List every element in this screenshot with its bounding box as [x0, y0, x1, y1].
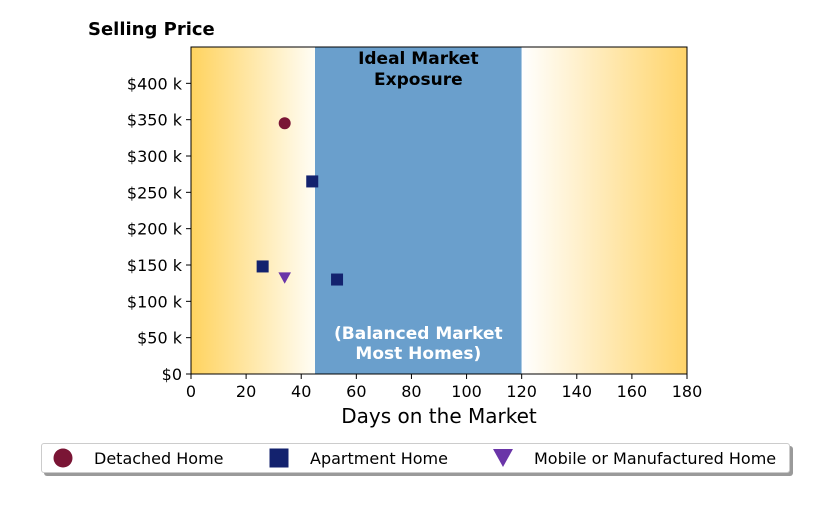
- data-point-triangle-down: [278, 272, 291, 284]
- x-tick-label: 100: [451, 382, 482, 401]
- y-axis: $0 $50 k $100 k $150 k $200 k $250 k $300 k $35…: [127, 74, 191, 384]
- legend-marker-square-icon: [269, 448, 289, 468]
- x-tick-label: 40: [291, 382, 311, 401]
- legend: Detached Home Apartment Home Mobile or Man…: [41, 443, 790, 473]
- y-tick-label: $350 k: [127, 111, 183, 130]
- x-tick-label: 20: [236, 382, 256, 401]
- legend-label: Mobile or Manufactured Home: [534, 448, 777, 468]
- x-tick-label: 180: [672, 382, 703, 401]
- legend-marker: [53, 448, 73, 468]
- y-tick-label: $0: [162, 365, 182, 384]
- x-tick-label: 0: [186, 382, 196, 401]
- y-axis-title: Selling Price: [88, 19, 215, 40]
- ideal-market-label: Ideal Market Exposure: [358, 49, 479, 90]
- legend-marker-triangle-down-icon: [493, 448, 513, 468]
- data-point-circle: [278, 117, 291, 130]
- legend-item: Apartment Home: [268, 447, 448, 469]
- y-tick-label: $150 k: [127, 256, 183, 275]
- y-tick-label: $50 k: [137, 329, 183, 348]
- data-point-square: [306, 175, 319, 188]
- legend-label: Detached Home: [94, 448, 224, 468]
- data-points: [256, 117, 344, 286]
- x-axis-title: Days on the Market: [341, 404, 537, 428]
- legend-marker: [269, 448, 289, 468]
- data-point-square: [256, 260, 269, 273]
- y-tick-label: $300 k: [127, 147, 183, 166]
- y-tick-label: $400 k: [127, 74, 183, 93]
- x-tick-label: 60: [346, 382, 366, 401]
- x-tick-label: 80: [401, 382, 421, 401]
- x-tick-label: 120: [506, 382, 537, 401]
- balanced-market-label: (Balanced Market Most Homes): [334, 324, 503, 364]
- y-tick-label: $250 k: [127, 183, 183, 202]
- x-tick-label: 160: [617, 382, 648, 401]
- legend-item: Detached Home: [52, 447, 224, 469]
- legend-label: Apartment Home: [310, 448, 448, 468]
- legend-item: Mobile or Manufactured Home: [492, 447, 776, 469]
- legend-marker: [493, 448, 513, 468]
- y-tick-label: $100 k: [127, 292, 183, 311]
- data-point-square: [331, 273, 344, 286]
- band-annotations: Ideal Market Exposure (Balanced Market Most…: [334, 49, 503, 364]
- legend-marker-circle-icon: [53, 448, 73, 468]
- plot-frame: [190, 46, 688, 375]
- plot-background: [191, 47, 687, 374]
- y-tick-label: $200 k: [127, 220, 183, 239]
- right-gradient-region: [521, 47, 687, 374]
- x-tick-label: 140: [562, 382, 593, 401]
- ideal-market-band: [315, 47, 522, 374]
- left-gradient-region: [191, 47, 315, 374]
- x-axis: 0 20 40 60 80 100 120 140 160 180: [186, 374, 702, 401]
